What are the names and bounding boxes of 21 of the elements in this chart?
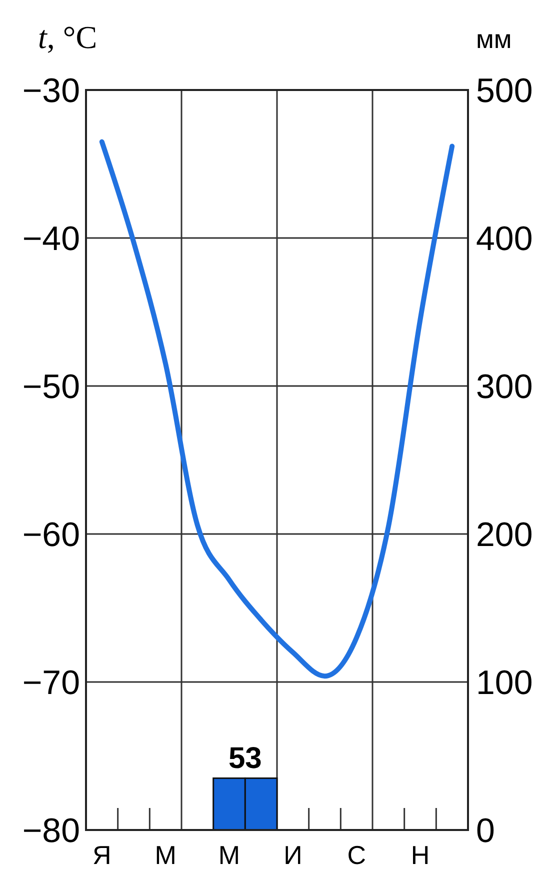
y2-tick-label: 300 [476,368,533,406]
y2-tick-label: 0 [476,812,495,850]
y-tick-label: −40 [22,220,80,258]
y-tick-label: −70 [22,664,80,702]
annotation: 53 [228,742,262,776]
x-tick-label: И [284,840,302,870]
y2-tick-label: 200 [476,516,533,554]
y-axis-title: t, °C [38,19,98,55]
y-tick-label: −80 [22,812,80,850]
x-tick-label: Н [410,840,430,870]
y-tick-label: −60 [22,516,80,554]
y-tick-label: −50 [22,368,80,406]
x-tick-label: М [218,840,240,870]
y2-tick-label: 400 [476,220,533,258]
y2-axis-title: мм [476,24,512,54]
y2-tick-label: 100 [476,664,533,702]
y2-tick-label: 500 [476,72,533,110]
x-tick-label: М [154,840,176,870]
y-tick-label: −30 [22,72,80,110]
x-tick-label: Я [92,840,112,870]
x-tick-label: С [347,840,366,870]
